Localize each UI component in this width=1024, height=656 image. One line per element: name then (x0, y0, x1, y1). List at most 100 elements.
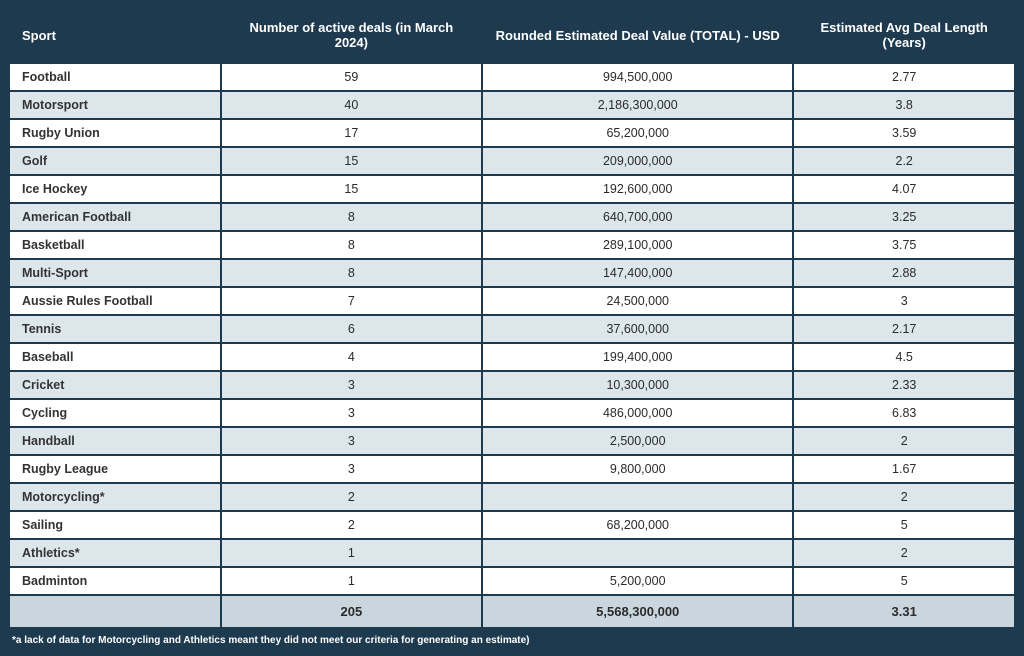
deals-table: Sport Number of active deals (in March 2… (8, 8, 1016, 629)
table-row: Cycling3486,000,0006.83 (10, 400, 1014, 426)
cell-length: 5 (794, 568, 1014, 594)
table-row: Handball32,500,0002 (10, 428, 1014, 454)
cell-deals: 40 (222, 92, 481, 118)
cell-value: 24,500,000 (483, 288, 792, 314)
table-row: Motorsport402,186,300,0003.8 (10, 92, 1014, 118)
cell-length: 2.77 (794, 64, 1014, 90)
table-header: Sport Number of active deals (in March 2… (10, 10, 1014, 62)
cell-value: 199,400,000 (483, 344, 792, 370)
cell-length: 2 (794, 428, 1014, 454)
cell-deals: 59 (222, 64, 481, 90)
deals-table-container: Sport Number of active deals (in March 2… (8, 8, 1016, 648)
totals-length: 3.31 (794, 596, 1014, 627)
cell-value: 68,200,000 (483, 512, 792, 538)
cell-deals: 3 (222, 400, 481, 426)
cell-length: 4.5 (794, 344, 1014, 370)
cell-deals: 1 (222, 568, 481, 594)
cell-sport: Sailing (10, 512, 220, 538)
cell-deals: 3 (222, 428, 481, 454)
cell-value (483, 484, 792, 510)
table-row: Motorcycling*22 (10, 484, 1014, 510)
table-row: Aussie Rules Football724,500,0003 (10, 288, 1014, 314)
table-row: Cricket310,300,0002.33 (10, 372, 1014, 398)
cell-length: 2 (794, 484, 1014, 510)
col-header-length: Estimated Avg Deal Length (Years) (794, 10, 1014, 62)
cell-sport: Handball (10, 428, 220, 454)
cell-value: 994,500,000 (483, 64, 792, 90)
cell-deals: 8 (222, 204, 481, 230)
cell-length: 2.88 (794, 260, 1014, 286)
cell-deals: 2 (222, 484, 481, 510)
cell-deals: 15 (222, 176, 481, 202)
cell-length: 2.2 (794, 148, 1014, 174)
cell-sport: Golf (10, 148, 220, 174)
cell-deals: 3 (222, 372, 481, 398)
cell-length: 3.25 (794, 204, 1014, 230)
cell-deals: 4 (222, 344, 481, 370)
cell-sport: Ice Hockey (10, 176, 220, 202)
cell-deals: 15 (222, 148, 481, 174)
cell-deals: 7 (222, 288, 481, 314)
col-header-deals: Number of active deals (in March 2024) (222, 10, 481, 62)
table-row: Badminton15,200,0005 (10, 568, 1014, 594)
cell-value: 65,200,000 (483, 120, 792, 146)
cell-value: 640,700,000 (483, 204, 792, 230)
table-row: American Football8640,700,0003.25 (10, 204, 1014, 230)
cell-length: 3.75 (794, 232, 1014, 258)
cell-length: 2 (794, 540, 1014, 566)
cell-value (483, 540, 792, 566)
cell-value: 37,600,000 (483, 316, 792, 342)
cell-sport: Tennis (10, 316, 220, 342)
cell-length: 3.8 (794, 92, 1014, 118)
cell-value: 5,200,000 (483, 568, 792, 594)
table-footer: 205 5,568,300,000 3.31 (10, 596, 1014, 627)
cell-length: 1.67 (794, 456, 1014, 482)
cell-sport: Baseball (10, 344, 220, 370)
table-row: Ice Hockey15192,600,0004.07 (10, 176, 1014, 202)
cell-sport: Cycling (10, 400, 220, 426)
table-body: Football59994,500,0002.77Motorsport402,1… (10, 64, 1014, 594)
cell-deals: 3 (222, 456, 481, 482)
col-header-value: Rounded Estimated Deal Value (TOTAL) - U… (483, 10, 792, 62)
table-row: Athletics*1 2 (10, 540, 1014, 566)
table-row: Golf15209,000,0002.2 (10, 148, 1014, 174)
cell-value: 486,000,000 (483, 400, 792, 426)
cell-length: 4.07 (794, 176, 1014, 202)
cell-length: 3 (794, 288, 1014, 314)
cell-deals: 1 (222, 540, 481, 566)
cell-sport: Badminton (10, 568, 220, 594)
cell-length: 5 (794, 512, 1014, 538)
totals-deals: 205 (222, 596, 481, 627)
table-row: Football59994,500,0002.77 (10, 64, 1014, 90)
cell-sport: Motorcycling* (10, 484, 220, 510)
col-header-sport: Sport (10, 10, 220, 62)
cell-value: 2,500,000 (483, 428, 792, 454)
table-row: Baseball4199,400,0004.5 (10, 344, 1014, 370)
totals-sport (10, 596, 220, 627)
cell-sport: Football (10, 64, 220, 90)
cell-value: 192,600,000 (483, 176, 792, 202)
cell-sport: Rugby Union (10, 120, 220, 146)
cell-value: 289,100,000 (483, 232, 792, 258)
cell-sport: American Football (10, 204, 220, 230)
cell-length: 2.33 (794, 372, 1014, 398)
cell-value: 147,400,000 (483, 260, 792, 286)
cell-deals: 6 (222, 316, 481, 342)
cell-value: 2,186,300,000 (483, 92, 792, 118)
cell-sport: Cricket (10, 372, 220, 398)
cell-sport: Rugby League (10, 456, 220, 482)
cell-sport: Multi-Sport (10, 260, 220, 286)
totals-value: 5,568,300,000 (483, 596, 792, 627)
cell-length: 3.59 (794, 120, 1014, 146)
table-row: Rugby League39,800,0001.67 (10, 456, 1014, 482)
table-row: Sailing268,200,0005 (10, 512, 1014, 538)
cell-sport: Motorsport (10, 92, 220, 118)
cell-sport: Athletics* (10, 540, 220, 566)
cell-deals: 8 (222, 232, 481, 258)
cell-value: 209,000,000 (483, 148, 792, 174)
table-row: Basketball8289,100,0003.75 (10, 232, 1014, 258)
table-row: Multi-Sport8147,400,0002.88 (10, 260, 1014, 286)
cell-sport: Basketball (10, 232, 220, 258)
cell-deals: 8 (222, 260, 481, 286)
cell-length: 6.83 (794, 400, 1014, 426)
